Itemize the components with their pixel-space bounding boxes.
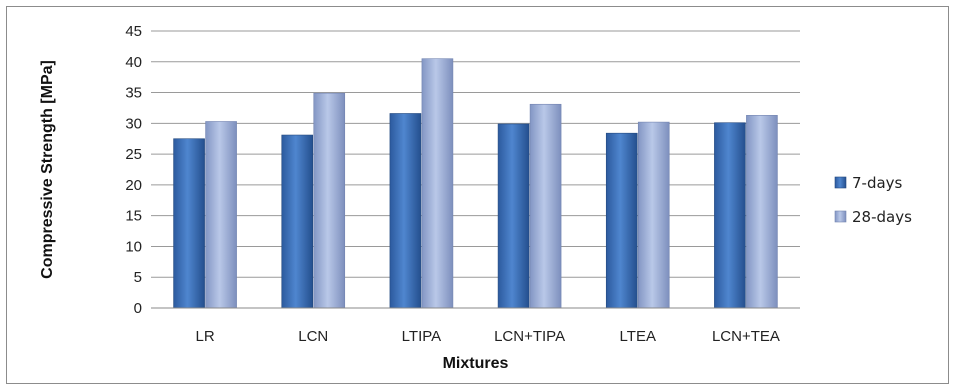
bar-7-days-lcn-tea	[714, 122, 746, 309]
chart-frame: 0 5 10 15 20 25 30 35 40 45 LR LCN LTIPA LCN+TIPA LTE…	[6, 6, 949, 384]
x-tick-label: LCN+TEA	[712, 328, 780, 345]
compressive-strength-chart: 0 5 10 15 20 25 30 35 40 45 LR LCN LTIPA LCN+TIPA LTE…	[39, 23, 912, 372]
bar-7-days-lr	[173, 138, 205, 309]
bar-7-days-lcn-tipa	[497, 123, 530, 309]
legend-swatch-28-days	[834, 210, 847, 223]
y-tick-label: 20	[125, 177, 142, 194]
x-tick-label: LR	[195, 328, 214, 345]
y-tick-label: 40	[125, 54, 142, 71]
bar-7-days-ltea	[605, 132, 638, 309]
bar-28-days-lr	[205, 121, 237, 309]
legend: 7-days 28-days	[834, 174, 912, 226]
bar-28-days-lcn-tea	[746, 115, 778, 309]
y-tick-label: 25	[125, 146, 142, 163]
y-axis-title: Compressive Strength [MPa]	[39, 60, 56, 279]
x-tick-label: LCN+TIPA	[494, 328, 565, 345]
y-tick-label: 0	[134, 300, 142, 317]
y-tick-label: 45	[125, 23, 142, 40]
y-tick-label: 10	[125, 238, 142, 255]
y-tick-label: 15	[125, 208, 142, 225]
bar-7-days-lcn	[281, 134, 314, 309]
bar-28-days-lcn	[313, 92, 346, 309]
bar-28-days-lcn-tipa	[529, 103, 562, 309]
x-tick-labels: LR LCN LTIPA LCN+TIPA LTEA LCN+TEA	[195, 328, 779, 345]
y-tick-label: 35	[125, 85, 142, 102]
x-tick-label: LCN	[298, 328, 328, 345]
legend-label-28-days: 28-days	[852, 208, 912, 226]
y-tick-label: 30	[125, 115, 142, 132]
bars	[173, 58, 778, 309]
bar-28-days-ltipa	[421, 58, 454, 309]
legend-swatch-7-days	[834, 176, 847, 189]
gridlines	[151, 30, 800, 278]
x-tick-label: LTIPA	[402, 328, 441, 345]
y-tick-label: 5	[134, 269, 142, 286]
bar-7-days-ltipa	[389, 113, 422, 309]
legend-label-7-days: 7-days	[852, 174, 903, 192]
x-axis-title: Mixtures	[443, 355, 509, 372]
x-tick-label: LTEA	[620, 328, 656, 345]
y-tick-labels: 0 5 10 15 20 25 30 35 40 45	[125, 23, 142, 317]
bar-28-days-ltea	[637, 121, 670, 309]
